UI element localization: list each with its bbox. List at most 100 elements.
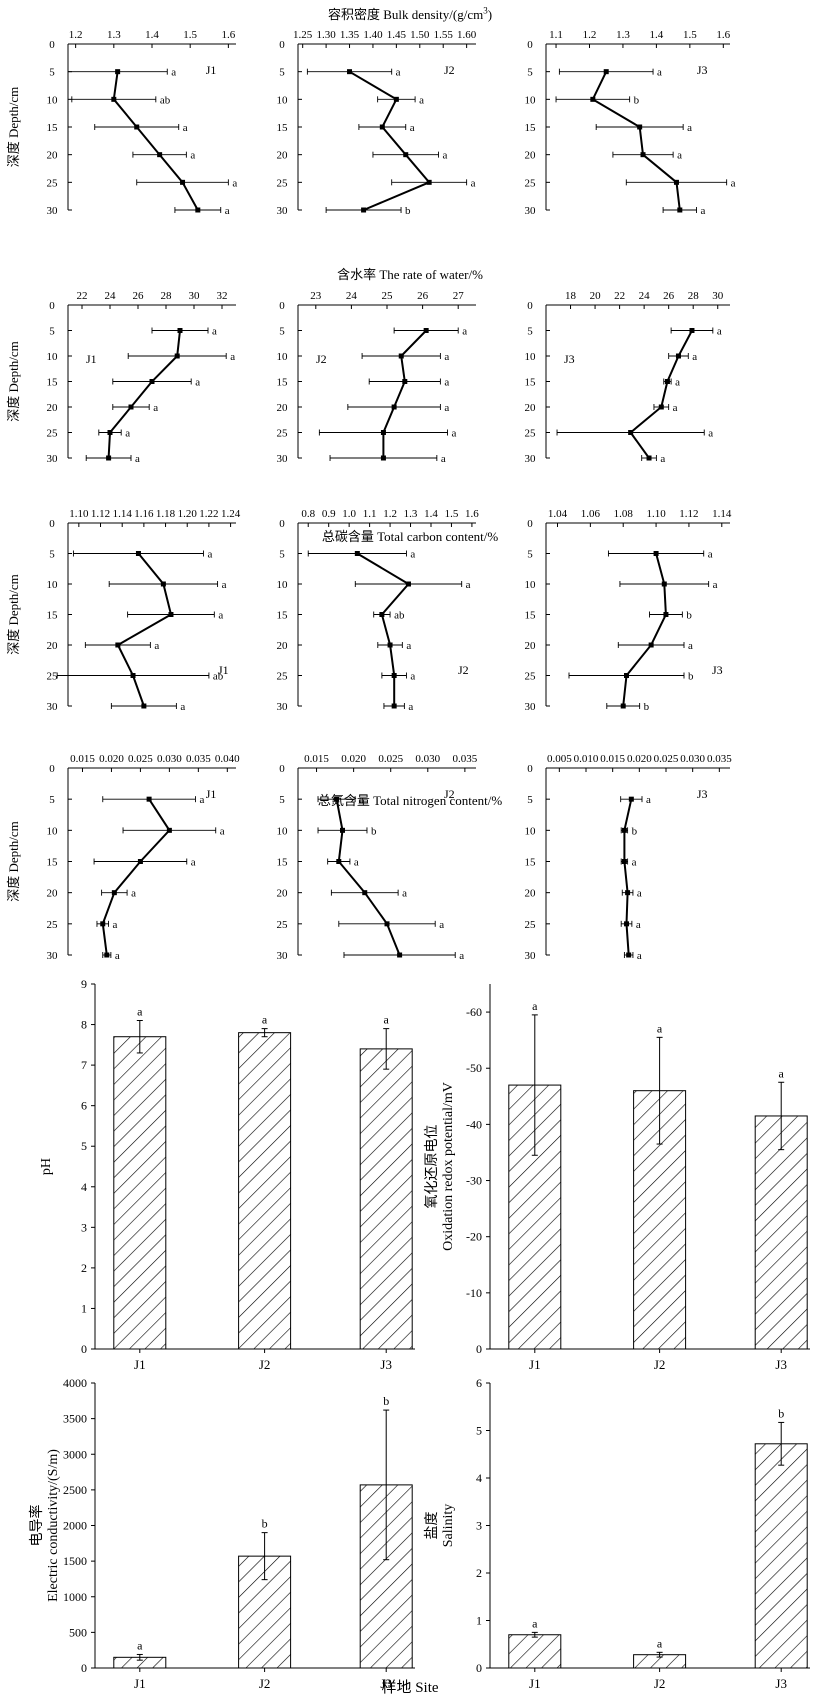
data-point	[624, 673, 629, 678]
significance-letter: a	[359, 794, 364, 806]
y-tick-label: 6	[476, 1376, 482, 1390]
data-point	[640, 152, 646, 158]
x-tick-label: J1	[529, 1357, 541, 1372]
site-label: J2	[444, 63, 455, 77]
y-tick-label: 30	[47, 701, 59, 713]
series-line	[356, 552, 411, 706]
significance-letter: a	[636, 919, 641, 931]
site-label: J2	[444, 787, 455, 801]
y-tick-label: 0	[49, 763, 55, 775]
significance-letter: a	[444, 377, 449, 389]
x-tick-label: 0.040	[215, 753, 240, 765]
depth-axis-title: 深度 Depth/cm	[6, 574, 21, 655]
data-point	[362, 890, 368, 896]
y-tick-label: 2500	[63, 1483, 87, 1497]
data-point	[426, 179, 432, 185]
significance-letter: a	[452, 428, 457, 440]
y-tick-label: 25	[277, 177, 289, 189]
x-tick-label: 0.005	[547, 753, 572, 765]
x-tick-label: 1.6	[465, 508, 479, 520]
significance-letter: a	[708, 549, 713, 561]
site-label: J1	[206, 63, 217, 77]
x-tick-label: 0.035	[707, 753, 732, 765]
y-tick-label: 20	[525, 888, 537, 900]
x-tick-label: 1.14	[712, 508, 732, 520]
x-tick-label: 1.04	[548, 508, 568, 520]
data-point	[391, 404, 397, 410]
x-tick-label: 1.2	[383, 508, 397, 520]
x-tick-label: 1.12	[91, 508, 110, 520]
significance-letter: a	[131, 888, 136, 900]
significance-letter: b	[644, 701, 650, 713]
series-line	[112, 71, 199, 211]
y-tick-label: 5	[279, 326, 285, 338]
significance-letter: a	[717, 326, 722, 338]
data-point	[397, 952, 403, 958]
data-point	[391, 703, 397, 709]
significance-letter: ab	[160, 94, 171, 106]
significance-letter: b	[405, 205, 411, 217]
significance-letter: a	[466, 579, 471, 591]
data-point	[340, 827, 345, 833]
y-tick-label: 1	[476, 1614, 482, 1628]
significance-letter: a	[262, 1013, 268, 1027]
y-tick-label: 5	[279, 549, 285, 561]
significance-letter: a	[713, 579, 718, 591]
data-point	[347, 69, 353, 75]
x-tick-label: 0.020	[99, 753, 124, 765]
site-label: J3	[712, 663, 723, 677]
y-tick-label: 5	[476, 1424, 482, 1438]
y-tick-label: 25	[277, 671, 289, 683]
y-tick-label: 10	[277, 94, 289, 106]
significance-letter: a	[180, 701, 185, 713]
data-point	[195, 207, 201, 213]
data-point	[106, 455, 112, 461]
x-tick-label: 32	[217, 290, 228, 302]
y-axis-title-cn: 氧化还原电位	[424, 1125, 440, 1209]
x-tick-label: J1	[134, 1676, 146, 1691]
significance-letter: a	[459, 950, 464, 962]
site-label: J3	[697, 63, 708, 77]
y-tick-label: 25	[525, 671, 537, 683]
significance-letter: a	[183, 122, 188, 134]
y-tick-label: -60	[466, 1005, 482, 1019]
significance-letter: a	[779, 1066, 785, 1080]
y-tick-label: 0	[49, 39, 55, 51]
significance-letter: a	[195, 377, 200, 389]
y-tick-label: 10	[525, 579, 537, 591]
x-tick-label: 1.3	[616, 29, 630, 41]
significance-letter: a	[135, 453, 140, 465]
data-point	[166, 827, 172, 833]
x-tick-label: 1.55	[434, 29, 454, 41]
y-tick-label: 1500	[63, 1554, 87, 1568]
x-tick-label: 1.08	[614, 508, 634, 520]
data-point	[115, 69, 121, 75]
x-tick-label: 1.4	[650, 29, 664, 41]
x-tick-label: 20	[590, 290, 602, 302]
y-tick-label: 20	[525, 640, 537, 652]
y-tick-label: 30	[277, 205, 289, 217]
data-point	[177, 328, 183, 333]
series-line	[116, 552, 173, 707]
data-point	[380, 430, 386, 435]
x-tick-label: J2	[259, 1357, 271, 1372]
x-tick-label: 26	[133, 290, 145, 302]
y-tick-label: 15	[525, 610, 537, 622]
significance-letter: a	[212, 326, 217, 338]
significance-letter: a	[410, 549, 415, 561]
y-tick-label: 25	[47, 671, 59, 683]
significance-letter: a	[657, 1021, 663, 1035]
x-tick-label: 24	[639, 290, 651, 302]
data-point	[135, 551, 141, 556]
y-tick-label: 7	[81, 1058, 87, 1072]
y-tick-label: -40	[466, 1117, 482, 1131]
data-point	[379, 124, 385, 130]
y-tick-label: 25	[525, 919, 537, 931]
y-tick-label: 15	[47, 377, 59, 389]
y-tick-label: 10	[47, 351, 59, 363]
series-line	[335, 799, 401, 956]
x-tick-label: J1	[134, 1357, 146, 1372]
depth-axis-title: 深度 Depth/cm	[6, 821, 21, 902]
y-tick-label: 3500	[63, 1412, 87, 1426]
